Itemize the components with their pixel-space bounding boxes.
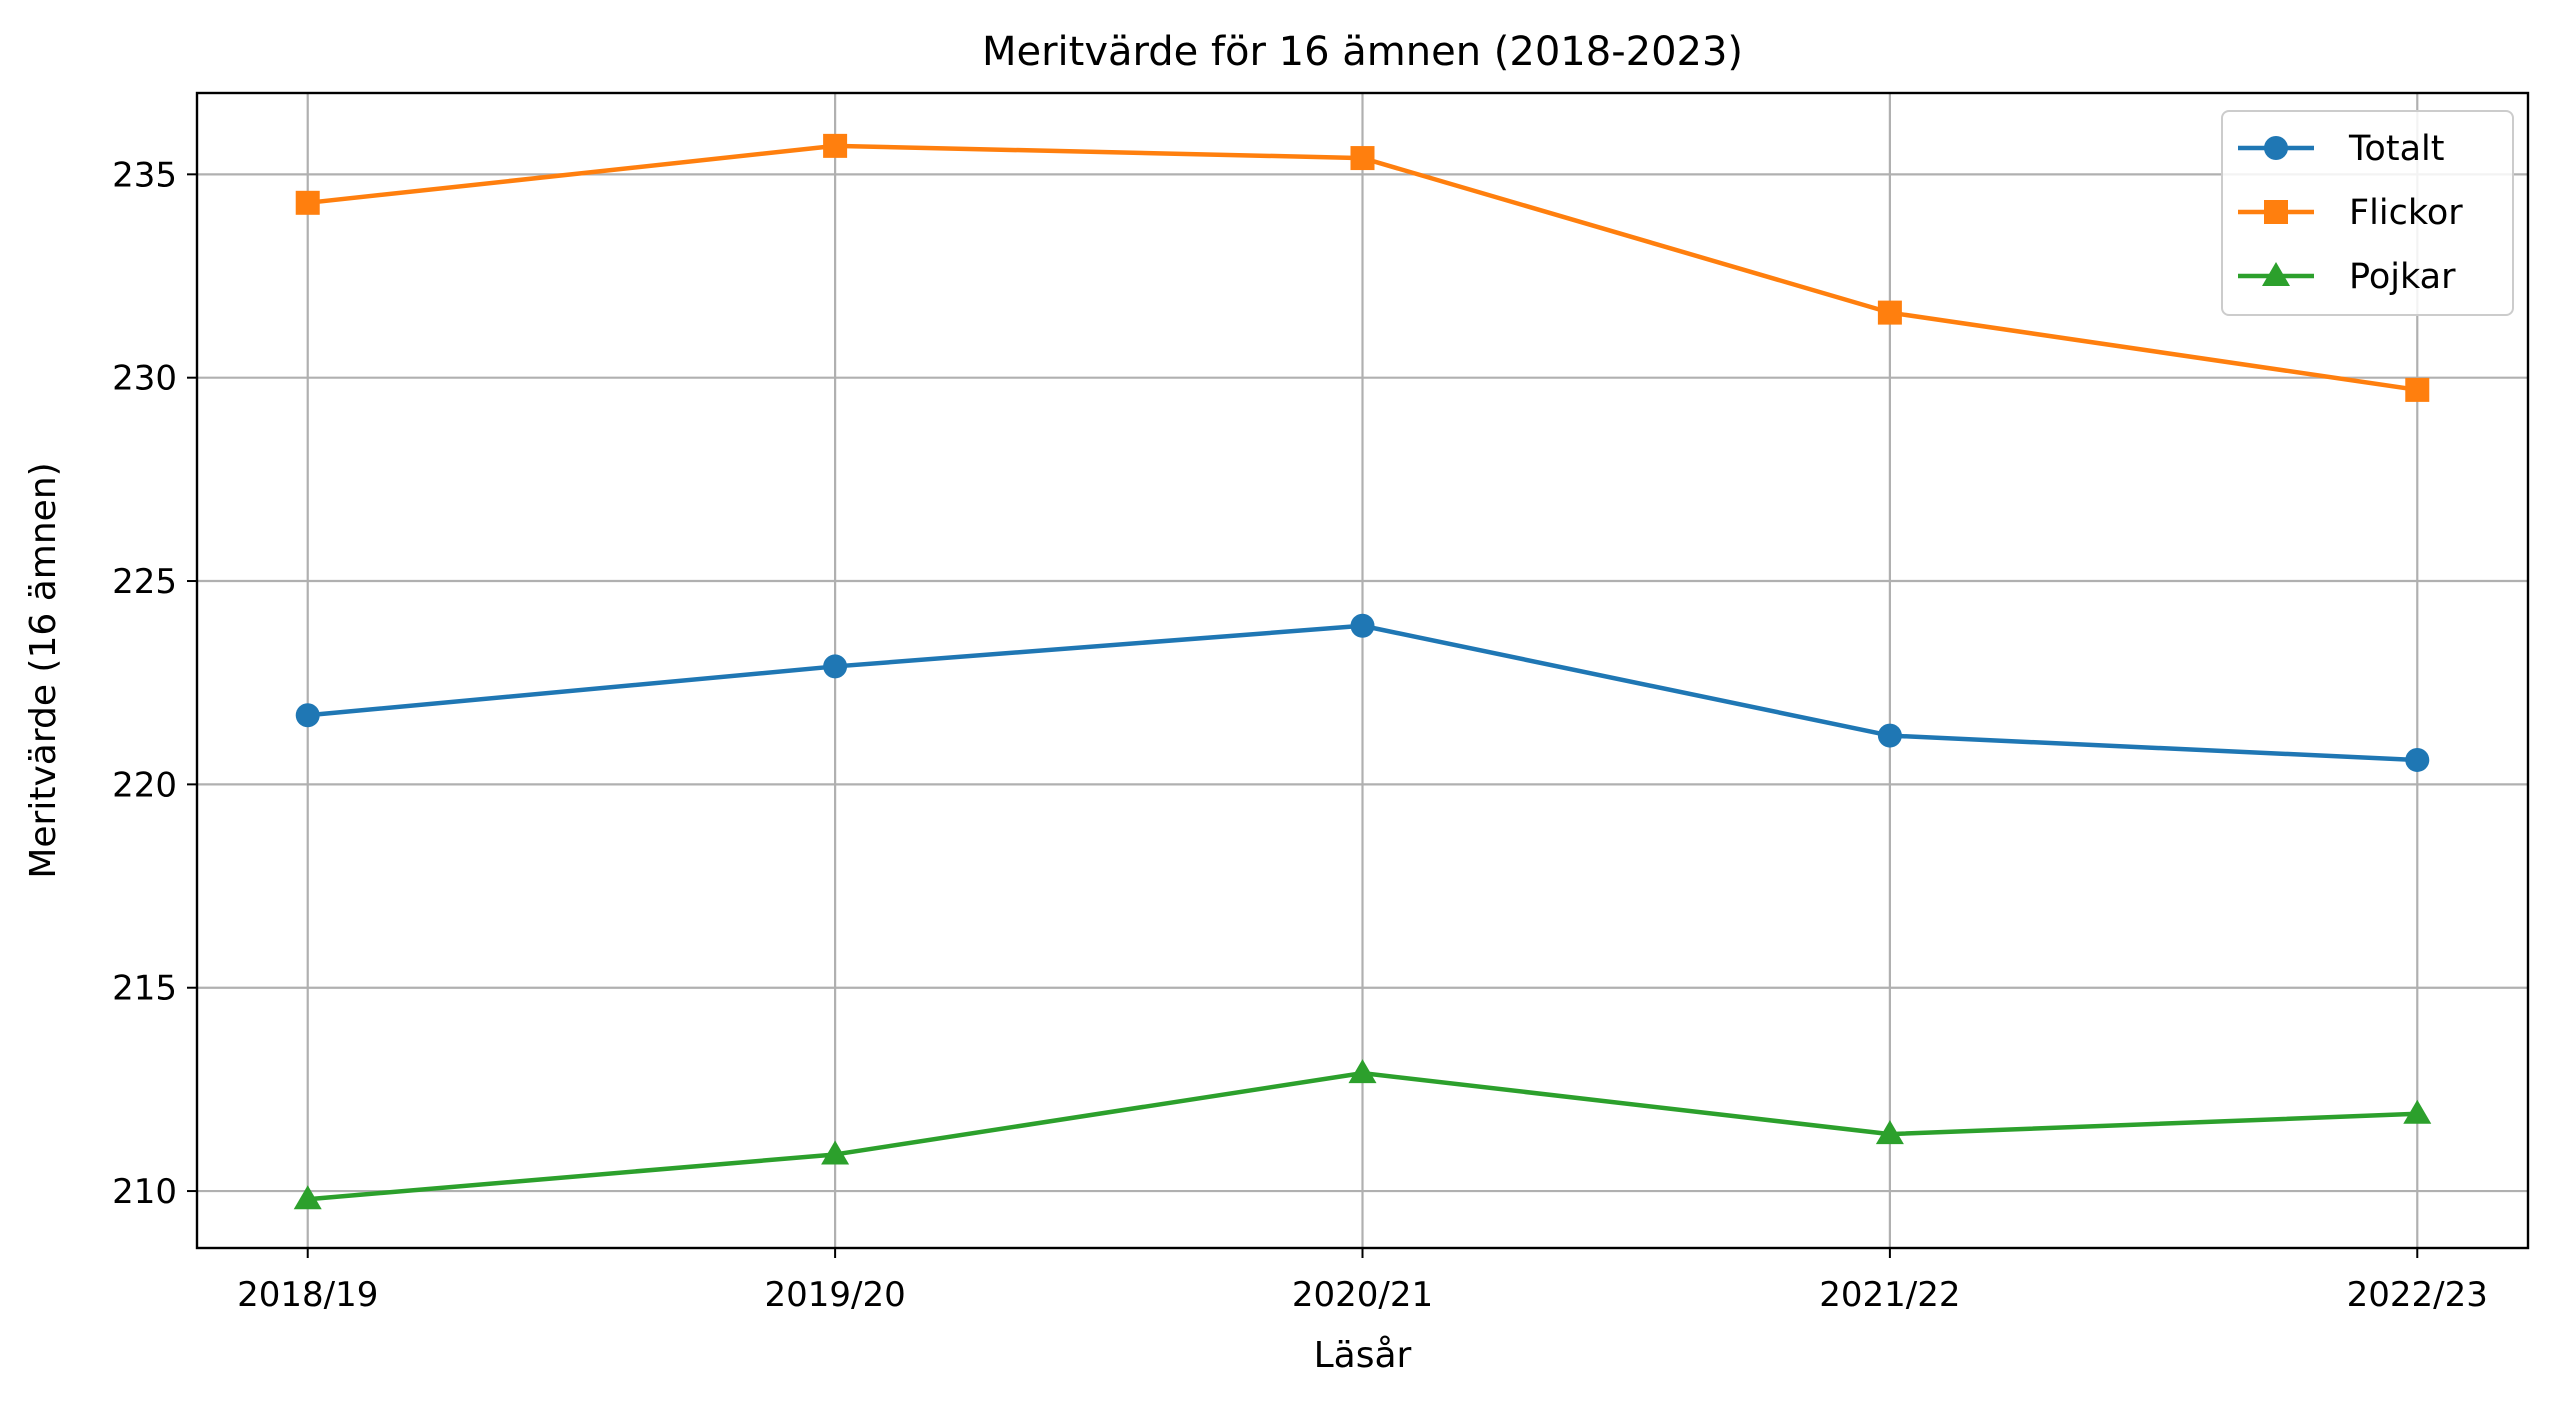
data-point-flickor	[2405, 377, 2430, 402]
data-point-flickor	[1350, 146, 1375, 171]
data-point-totalt	[823, 654, 848, 679]
series-layer	[293, 133, 2432, 1210]
y-tick-label: 230	[112, 359, 177, 399]
data-point-pojkar	[1875, 1120, 1904, 1145]
data-point-totalt	[295, 703, 320, 728]
series-totalt	[295, 613, 2430, 772]
legend-label-flickor: Flickor	[2349, 193, 2463, 233]
x-tick-label: 2022/23	[2347, 1275, 2488, 1315]
y-tick-label: 225	[112, 562, 177, 602]
data-point-pojkar	[1348, 1059, 1377, 1084]
legend-label-pojkar: Pojkar	[2349, 257, 2456, 297]
y-tick-label: 210	[112, 1172, 177, 1212]
x-tick-label: 2018/19	[237, 1275, 378, 1315]
series-pojkar	[293, 1059, 2432, 1210]
chart-title: Meritvärde för 16 ämnen (2018-2023)	[982, 29, 1743, 75]
data-point-totalt	[1877, 723, 1902, 748]
x-tick-label: 2020/21	[1292, 1275, 1433, 1315]
y-tick-label: 220	[112, 765, 177, 805]
data-point-flickor	[1877, 300, 1902, 325]
data-point-pojkar	[293, 1185, 322, 1210]
data-point-totalt	[2405, 747, 2430, 772]
legend: Totalt Flickor Pojkar	[2221, 110, 2514, 316]
legend-marker-pojkar	[2262, 262, 2290, 286]
data-point-pojkar	[821, 1140, 850, 1165]
y-axis-label: Meritvärde (16 ämnen)	[23, 462, 64, 878]
x-tick-label: 2021/22	[1819, 1275, 1960, 1315]
x-axis-label: Läsår	[1314, 1335, 1412, 1376]
data-point-totalt	[1350, 613, 1375, 638]
legend-box	[2221, 110, 2514, 316]
data-point-flickor	[295, 190, 320, 215]
legend-marker-flickor	[2264, 200, 2288, 224]
data-point-pojkar	[2403, 1099, 2432, 1124]
x-tick-label: 2019/20	[764, 1275, 905, 1315]
y-tick-label: 215	[112, 969, 177, 1009]
y-tick-label: 235	[112, 155, 177, 195]
series-flickor	[295, 133, 2430, 402]
data-point-flickor	[823, 133, 848, 158]
legend-marker-totalt	[2264, 136, 2288, 160]
axis-ticks: 210 215 220 225 230 235 2018/19 2019/20 2020/21 2…	[112, 155, 2488, 1315]
legend-label-totalt: Totalt	[2348, 129, 2444, 169]
